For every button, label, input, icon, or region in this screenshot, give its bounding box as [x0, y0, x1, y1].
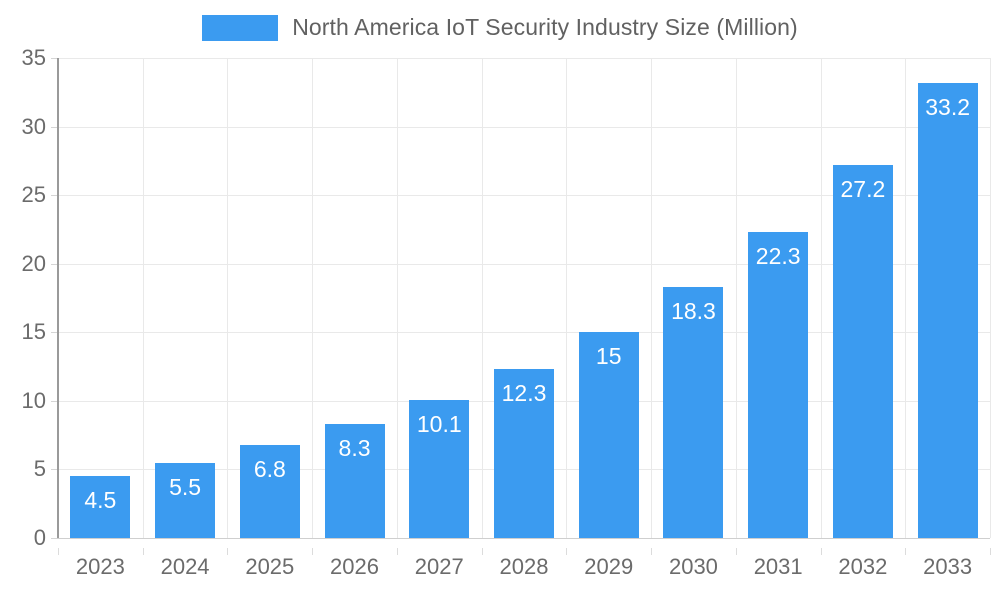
gridline-vertical [651, 58, 652, 538]
bar[interactable] [663, 287, 724, 538]
x-axis-tick-label: 2033 [923, 554, 973, 579]
x-axis-tick-label: 2030 [668, 554, 718, 579]
gridline-horizontal [58, 332, 990, 334]
bar-series: 4.5 5.5 6.8 8.3 10.1 12.3 15 18.3 22.3 27.2 33.2 [58, 58, 990, 538]
gridline-vertical [990, 58, 991, 538]
x-axis-tick-label: 2025 [245, 554, 295, 579]
gridline-horizontal [58, 195, 990, 197]
bar[interactable] [70, 476, 131, 538]
bar-value-label: 10.1 [416, 410, 462, 437]
x-axis-tick-label: 2031 [753, 554, 803, 579]
y-axis-tick-label: 25 [21, 182, 46, 208]
x-axis-tick-mark [905, 548, 906, 555]
bar[interactable] [155, 462, 216, 538]
gridline-vertical [482, 58, 483, 538]
bar-value-label: 18.3 [671, 298, 716, 325]
x-axis-tick-mark [482, 548, 483, 555]
chart-legend: North America IoT Security Industry Size… [0, 14, 1000, 41]
y-axis-tick-label: 0 [33, 525, 46, 550]
gridline-vertical [227, 58, 228, 538]
bar[interactable] [494, 369, 554, 538]
y-axis-tick-label: 10 [21, 387, 46, 413]
gridline-vertical [143, 58, 144, 538]
y-axis-tick-label: 15 [21, 319, 46, 345]
x-axis-tick-label: 2032 [838, 554, 888, 579]
bar-value-label: 4.5 [84, 487, 117, 514]
y-axis-line [57, 58, 59, 539]
bar-column[interactable]: 5.5 [155, 58, 216, 538]
bar[interactable] [324, 424, 385, 538]
bar-column[interactable]: 22.3 [748, 58, 809, 538]
x-axis-tick-mark [651, 548, 652, 555]
bar-value-label: 6.8 [253, 455, 286, 482]
x-axis-tick-label: 2026 [330, 554, 379, 579]
gridline-vertical [312, 58, 313, 538]
x-axis-line [57, 538, 990, 539]
y-axis-tick-label: 35 [21, 45, 46, 70]
bar-value-label: 27.2 [840, 175, 886, 202]
bar-value-label: 33.2 [925, 93, 970, 120]
x-axis-tick-mark [397, 548, 398, 555]
bar[interactable] [578, 332, 639, 538]
bar[interactable] [748, 232, 809, 538]
bar-column[interactable]: 12.3 [494, 58, 554, 538]
bar-column[interactable]: 10.1 [409, 58, 470, 538]
x-axis-tick-mark [58, 548, 59, 555]
gridline-horizontal [58, 58, 990, 59]
bar-value-label: 5.5 [169, 473, 202, 500]
x-axis-tick-mark [143, 548, 144, 555]
bar-column[interactable]: 6.8 [239, 58, 300, 538]
bar[interactable] [917, 82, 978, 538]
bar-column[interactable]: 27.2 [832, 58, 893, 538]
y-axis-tick-label: 30 [21, 113, 46, 139]
bar-value-label: 15 [595, 343, 622, 370]
y-axis-tick-label: 5 [33, 456, 46, 482]
x-axis-tick-mark [312, 548, 313, 555]
x-axis-tick-mark [990, 548, 991, 555]
bar-column[interactable]: 33.2 [917, 58, 978, 538]
bar-value-label: 8.3 [338, 435, 371, 462]
bar[interactable] [239, 444, 300, 538]
x-axis-tick-mark [821, 548, 822, 555]
gridline-vertical [397, 58, 398, 538]
legend-label[interactable]: North America IoT Security Industry Size… [292, 14, 798, 40]
bar[interactable] [409, 399, 470, 538]
bar-value-label: 22.3 [755, 243, 801, 270]
bar-column[interactable]: 4.5 [70, 58, 131, 538]
x-axis-labels: 2023 2024 2025 2026 2027 2028 2029 2030 2031 2032… [58, 548, 991, 588]
x-axis-tick-label: 2029 [584, 554, 634, 579]
gridline-horizontal [58, 263, 990, 265]
gridline-vertical [736, 58, 737, 538]
gridline-vertical [905, 58, 906, 538]
x-axis-tick-mark [227, 548, 228, 555]
x-axis-tick-mark [736, 548, 737, 555]
x-axis-tick-mark [566, 548, 567, 555]
bar-column[interactable]: 8.3 [324, 58, 385, 538]
gridline-vertical [566, 58, 567, 538]
bar[interactable] [832, 164, 893, 538]
y-axis-tick-label: 20 [21, 250, 46, 276]
x-axis-tick-label: 2028 [499, 554, 549, 579]
bar-column[interactable]: 18.3 [663, 58, 724, 538]
bar-value-label: 12.3 [501, 380, 547, 407]
x-axis-tick-label: 2027 [414, 554, 464, 579]
x-axis-tick-label: 2024 [160, 554, 210, 579]
x-axis-tick-label: 2023 [75, 554, 125, 579]
legend-color-swatch[interactable] [202, 14, 279, 41]
bar-column[interactable]: 15 [578, 58, 639, 538]
gridline-horizontal [58, 126, 990, 128]
gridline-vertical [821, 58, 822, 538]
